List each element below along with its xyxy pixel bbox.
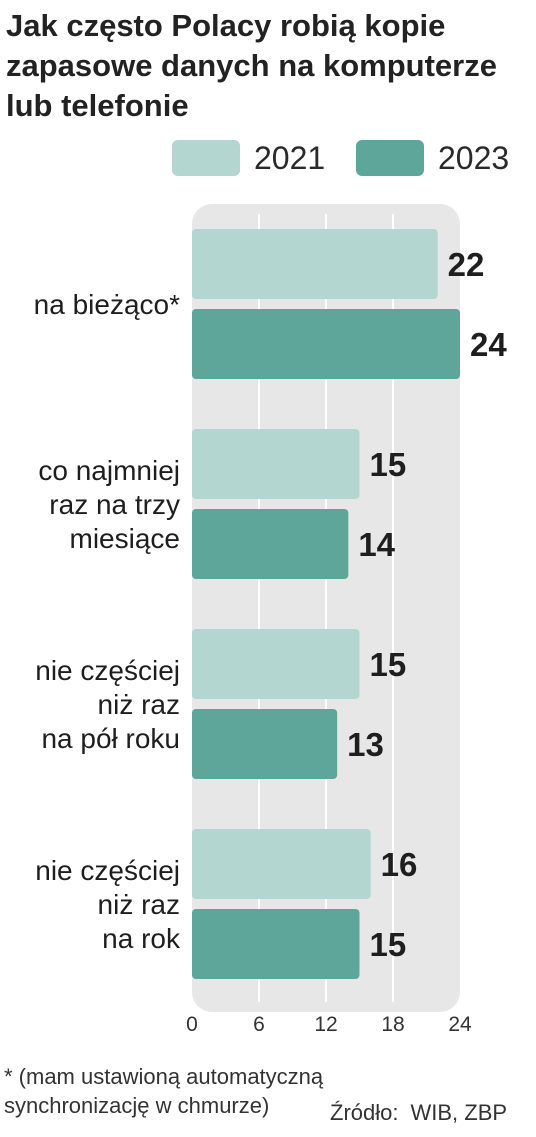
value-label-2023-1: 24 (470, 326, 507, 363)
bar-2021-3 (192, 629, 360, 699)
value-labels: 22 24 15 14 15 13 16 15 (347, 246, 507, 963)
x-tick-label-6: 6 (253, 1013, 265, 1036)
value-label-2021-2: 15 (370, 446, 407, 483)
x-tick-label-18: 18 (381, 1013, 404, 1036)
bar-2023-2 (192, 509, 349, 579)
source-label: Źródło: (330, 1100, 399, 1125)
bar-2021-1 (192, 229, 438, 299)
bars (192, 229, 460, 979)
category-label-4: nie częściej niż raz na rok (35, 855, 181, 954)
source-credit: Źródło: WIB, ZBP (330, 1099, 507, 1127)
bar-2023-4 (192, 909, 360, 979)
bar-2021-4 (192, 829, 371, 899)
bar-2023-3 (192, 709, 338, 779)
value-label-2023-4: 15 (370, 926, 407, 963)
legend-label-2023: 2023 (438, 140, 510, 176)
x-axis-ticks: 0 6 12 18 24 (186, 1013, 472, 1036)
legend-swatch-2021 (172, 140, 240, 176)
source-value: WIB, ZBP (410, 1100, 508, 1125)
x-tick-label-24: 24 (448, 1013, 472, 1036)
chart-title: Jak często Polacy robią kopie zapasowe d… (6, 8, 497, 123)
category-labels: na bieżąco* co najmniej raz na trzy miesiąc… (34, 289, 181, 954)
value-label-2021-4: 16 (381, 846, 418, 883)
value-label-2023-2: 14 (358, 526, 395, 563)
category-label-1: na bieżąco* (34, 289, 180, 320)
bar-2023-1 (192, 309, 460, 379)
legend-label-2021: 2021 (254, 140, 326, 176)
x-tick-label-0: 0 (186, 1013, 198, 1036)
footnote: * (mam ustawioną automatyczną synchroniz… (4, 1064, 324, 1118)
legend-swatch-2023 (356, 140, 424, 176)
value-label-2023-3: 13 (347, 726, 384, 763)
x-tick-label-12: 12 (314, 1013, 337, 1036)
value-label-2021-1: 22 (448, 246, 485, 283)
bar-2021-2 (192, 429, 360, 499)
category-label-3: nie częściej niż raz na pół roku (35, 655, 180, 754)
category-label-2: co najmniej raz na trzy miesiące (38, 455, 180, 554)
value-label-2021-3: 15 (370, 646, 407, 683)
